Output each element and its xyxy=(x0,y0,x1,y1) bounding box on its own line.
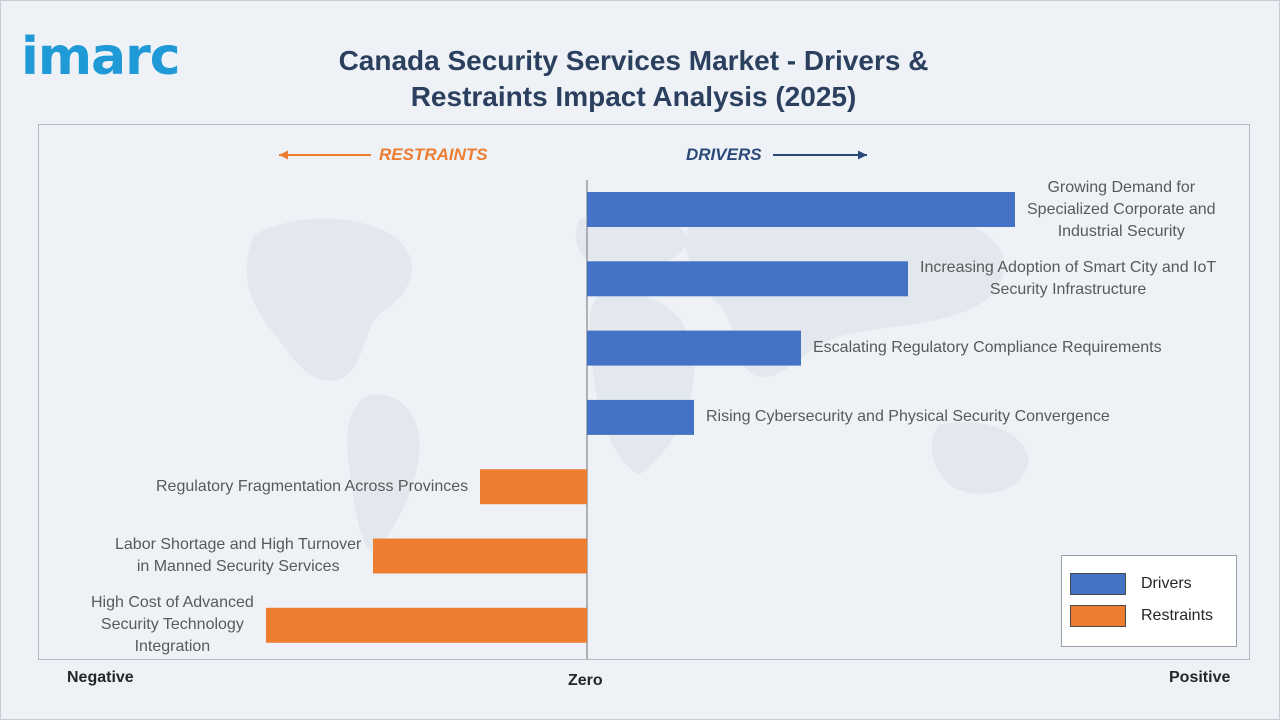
restraints-arrow xyxy=(279,150,371,160)
chart-title: Canada Security Services Market - Driver… xyxy=(338,45,929,112)
driver-label-3: Escalating Regulatory Compliance Require… xyxy=(813,339,1162,357)
restraint-bar-2 xyxy=(373,538,587,574)
drivers-header: DRIVERS xyxy=(686,145,762,164)
imarc-logo: imarc xyxy=(21,27,181,87)
legend-item-restraints: Restraints xyxy=(1070,604,1213,628)
legend-item-drivers: Drivers xyxy=(1070,572,1192,596)
restraints-header: RESTRAINTS xyxy=(379,145,488,164)
world-map-watermark xyxy=(246,201,1029,555)
restraint-bar-3 xyxy=(266,607,587,643)
restraint-label-1: Regulatory Fragmentation Across Province… xyxy=(156,477,469,495)
driver-label-1: Growing Demand for Specialized Corporate … xyxy=(1027,178,1216,240)
legend: Drivers Restraints xyxy=(1061,555,1237,647)
restraint-label-2: Labor Shortage and High Turnover in Manne… xyxy=(115,536,362,575)
legend-swatch-restraints xyxy=(1070,605,1126,627)
driver-label-4: Rising Cybersecurity and Physical Securi… xyxy=(706,408,1110,426)
driver-label-2: Increasing Adoption of Smart City and Io… xyxy=(920,258,1217,298)
restraint-label-3: High Cost of Advanced Security Technology… xyxy=(91,594,254,656)
axis-label-negative: Negative xyxy=(67,669,134,686)
chart-svg xyxy=(246,150,1029,659)
legend-label-restraints: Restraints xyxy=(1141,607,1214,624)
driver-bar-1 xyxy=(587,192,1015,227)
legend-label-drivers: Drivers xyxy=(1141,575,1192,592)
plot-area: Growing Demand for Specialized Corporate … xyxy=(38,124,1250,660)
driver-bar-3 xyxy=(587,330,801,366)
restraint-bar-1 xyxy=(480,469,587,505)
drivers-arrow xyxy=(773,150,867,160)
driver-bar-4 xyxy=(587,399,694,435)
axis-label-zero: Zero xyxy=(568,672,603,689)
legend-swatch-drivers xyxy=(1070,573,1126,595)
axis-label-positive: Positive xyxy=(1169,669,1231,686)
driver-bar-2 xyxy=(587,261,908,297)
